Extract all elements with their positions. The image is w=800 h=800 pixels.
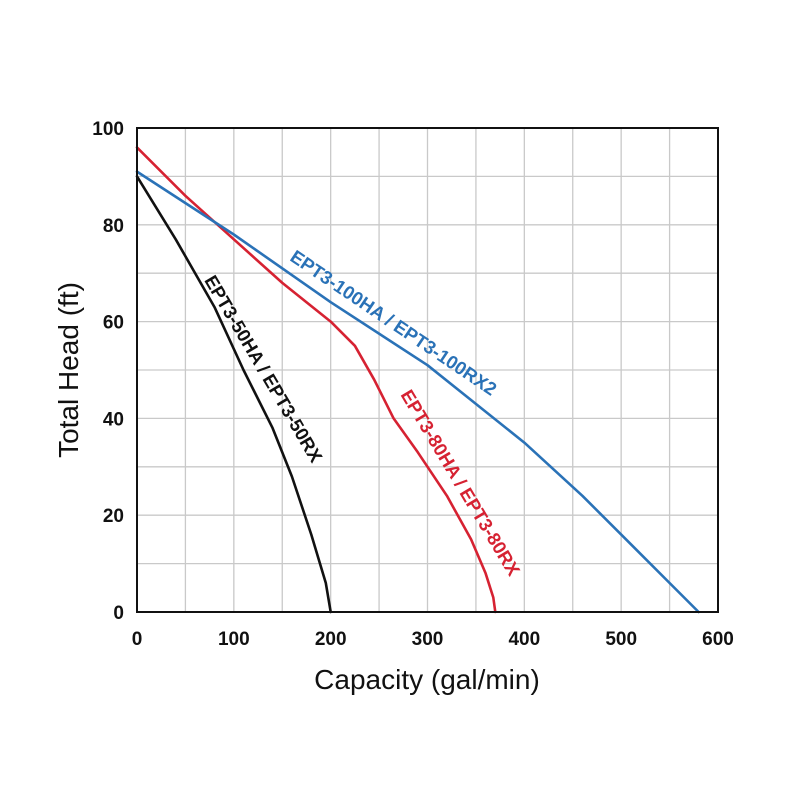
series-line-3 <box>135 170 700 614</box>
x-tick-label: 600 <box>702 629 734 650</box>
x-tick-label: 400 <box>508 629 540 650</box>
y-tick-label: 80 <box>103 216 124 237</box>
y-axis-label: Total Head (ft) <box>53 282 84 458</box>
x-tick-label: 100 <box>218 629 250 650</box>
y-tick-label: 40 <box>103 409 124 430</box>
series-label-1: EPT3-50HA / EPT3-50RX <box>200 272 327 467</box>
y-tick-label: 100 <box>92 119 124 140</box>
x-tick-label: 200 <box>315 629 347 650</box>
y-tick-label: 60 <box>103 313 124 334</box>
x-tick-label: 500 <box>605 629 637 650</box>
y-tick-label: 0 <box>113 603 124 624</box>
x-tick-label: 0 <box>132 629 143 650</box>
grid <box>136 127 719 613</box>
y-tick-labels: 0 20 40 60 80 100 <box>92 119 124 624</box>
x-axis-label: Capacity (gal/min) <box>314 664 540 695</box>
y-tick-label: 20 <box>103 506 124 527</box>
series-line-1 <box>135 175 332 614</box>
plot-frame <box>136 127 719 613</box>
x-tick-label: 300 <box>412 629 444 650</box>
series-label-2: EPT3-80HA / EPT3-80RX <box>397 386 525 580</box>
series-line-2 <box>135 146 497 614</box>
curves <box>135 146 700 614</box>
x-tick-labels: 0 100 200 300 400 500 600 <box>132 629 734 650</box>
series-label-3: EPT3-100HA / EPT3-100RX2 <box>287 246 501 400</box>
